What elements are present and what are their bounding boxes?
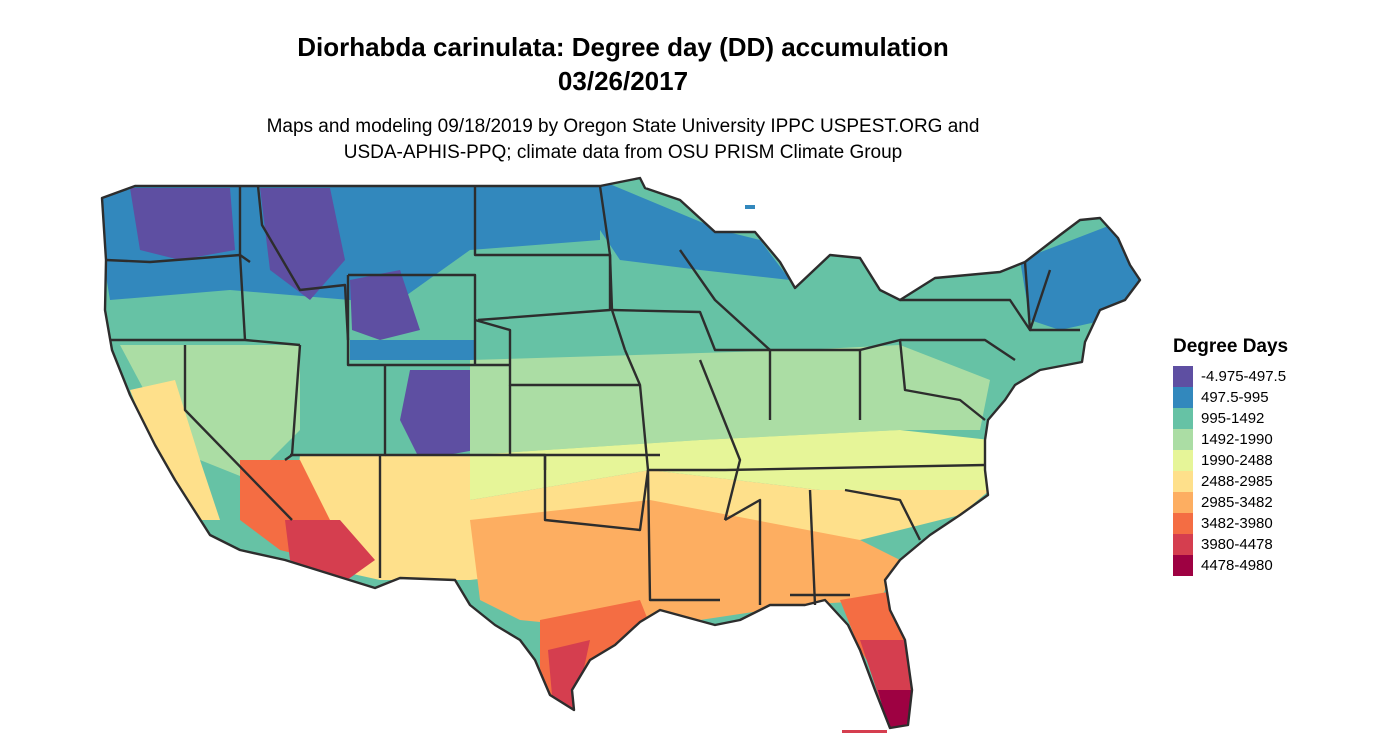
wa-or-border <box>105 253 251 264</box>
legend-label: 4478-4980 <box>1201 557 1273 574</box>
legend-label: 3980-4478 <box>1201 536 1273 553</box>
legend: Degree Days -4.975-497.5 497.5-995 995-149… <box>1173 336 1288 576</box>
band-mid-south <box>470 430 990 500</box>
band-california-valley <box>130 380 220 520</box>
legend-title: Degree Days <box>1173 336 1289 357</box>
map-subtitle-line1: Maps and modeling 09/18/2019 by Oregon S… <box>266 116 980 137</box>
band-northeast-cool <box>1020 210 1140 330</box>
isle-royale <box>745 205 755 209</box>
legend-swatch <box>1173 408 1193 429</box>
legend-swatch <box>1173 555 1193 576</box>
legend-label: 3482-3980 <box>1201 515 1273 532</box>
al-ga-border <box>808 489 817 606</box>
ne-ks-border <box>474 318 640 387</box>
band-cascades-cold <box>130 188 235 260</box>
band-great-basin <box>120 345 300 480</box>
islands <box>745 205 887 733</box>
legend-label: 2985-3482 <box>1201 494 1273 511</box>
legend-swatch <box>1173 450 1193 471</box>
pa-border <box>859 338 1016 361</box>
ms-border <box>724 498 762 605</box>
legend-item: 497.5-995 <box>1173 387 1288 408</box>
band-upper-midwest-cool <box>600 180 790 280</box>
legend-label: 1990-2488 <box>1201 452 1273 469</box>
state-boundaries <box>100 176 1142 730</box>
wi-il-border <box>679 249 772 420</box>
legend-label: 2488-2985 <box>1201 473 1273 490</box>
map-date: 03/26/2017 <box>557 66 689 96</box>
legend-item: 4478-4980 <box>1173 555 1288 576</box>
ks-ok-border <box>508 385 660 457</box>
mn-west-border <box>598 185 627 351</box>
legend-item: 3980-4478 <box>1173 534 1288 555</box>
legend-swatch <box>1173 513 1193 534</box>
tn-ky-border <box>724 463 986 472</box>
legend-item: 3482-3980 <box>1173 513 1288 534</box>
wy-border <box>348 273 477 365</box>
or-ca-nv-border <box>110 338 301 347</box>
il-ky-border <box>698 359 742 521</box>
id-mt-border <box>256 185 350 341</box>
legend-item: -4.975-497.5 <box>1173 366 1288 387</box>
band-wyoming-cold <box>350 270 420 340</box>
wy-co-border <box>346 275 510 367</box>
map-title: Diorhabda carinulata: Degree day (DD) ac… <box>297 32 949 62</box>
band-colorado-cold <box>400 370 475 460</box>
id-west-border <box>238 186 247 341</box>
legend-swatch <box>1173 534 1193 555</box>
legend-label: 497.5-995 <box>1201 389 1269 406</box>
ca-nv-border <box>183 345 293 521</box>
band-wyoming-south <box>350 340 475 360</box>
us-outline <box>100 176 1142 730</box>
legend-items: -4.975-497.5 497.5-995 995-1492 1492-1990 19… <box>1173 366 1288 576</box>
legend-label: 995-1492 <box>1201 410 1265 427</box>
band-rio-grande-hot <box>548 640 590 710</box>
map-subtitle-line2: USDA-APHIS-PPQ; climate data from OSU PR… <box>343 142 903 163</box>
band-florida-south <box>860 640 912 700</box>
legend-item: 1492-1990 <box>1173 429 1288 450</box>
ny-border <box>900 298 1080 332</box>
vt-nh-border <box>1023 261 1052 332</box>
legend-label: -4.975-497.5 <box>1201 368 1287 385</box>
mo-border <box>623 349 725 472</box>
legend-swatch <box>1173 471 1193 492</box>
band-northern-rockies-cold <box>260 188 345 300</box>
legend-swatch <box>1173 492 1193 513</box>
florida-keys <box>842 730 887 733</box>
ga-sc-border <box>844 488 922 541</box>
ia-border <box>611 308 770 352</box>
band-gulf-coast <box>470 500 900 630</box>
ok-tx-border <box>543 455 650 532</box>
legend-item: 1990-2488 <box>1173 450 1288 471</box>
legend-label: 1492-1990 <box>1201 431 1273 448</box>
legend-item: 995-1492 <box>1173 408 1288 429</box>
legend-item: 2985-3482 <box>1173 492 1288 513</box>
legend-swatch <box>1173 387 1193 408</box>
legend-swatch <box>1173 366 1193 387</box>
legend-swatch <box>1173 429 1193 450</box>
degree-day-bands <box>102 180 1140 728</box>
wv-va-border <box>898 339 986 421</box>
legend-item: 2488-2985 <box>1173 471 1288 492</box>
ar-la-border <box>646 469 720 602</box>
